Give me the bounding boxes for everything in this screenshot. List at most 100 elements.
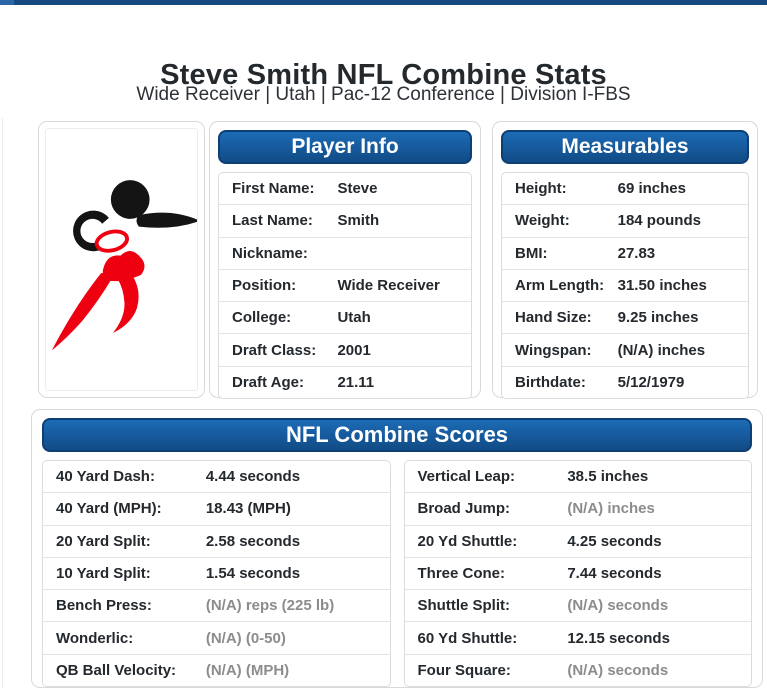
stat-value: Wide Receiver — [337, 277, 440, 295]
stat-value: 5/12/1979 — [617, 373, 685, 391]
stat-value: 21.11 — [337, 373, 375, 391]
stat-row: College: Utah — [219, 302, 471, 335]
stat-row: 20 Yard Split: 2.58 seconds — [43, 526, 390, 558]
stat-value: 7.44 seconds — [567, 565, 662, 583]
measurables-header: Measurables — [501, 130, 749, 164]
stat-label: Draft Age: — [232, 373, 304, 391]
stat-label: Wonderlic: — [56, 629, 134, 647]
stat-value: Steve — [337, 180, 378, 198]
stat-value: (N/A) (0-50) — [205, 629, 286, 647]
stat-row: Broad Jump: (N/A) inches — [404, 493, 751, 526]
stat-label: Position: — [232, 277, 297, 295]
stat-row: Nickname: — [219, 238, 471, 270]
stat-row: Four Square: (N/A) seconds — [405, 655, 752, 686]
stat-value: (N/A) inches — [617, 341, 706, 359]
stat-row: Wingspan: (N/A) inches — [502, 334, 748, 367]
stat-label: Birthdate: — [515, 373, 586, 391]
page-left-border — [2, 118, 3, 689]
stat-label: BMI: — [515, 244, 548, 262]
stat-row: 60 Yd Shuttle: 12.15 seconds — [404, 622, 751, 655]
stat-value: 31.50 inches — [617, 277, 707, 295]
stat-label: Last Name: — [232, 212, 313, 230]
top-accent-bar-highlight — [0, 0, 14, 5]
stat-value: Smith — [337, 212, 380, 230]
stat-value: (N/A) seconds — [567, 597, 669, 615]
stat-row: Last Name: Smith — [219, 205, 471, 238]
stat-label: 20 Yard Split: — [56, 532, 151, 550]
football-player-icon — [51, 180, 197, 351]
stat-value: (N/A) (MPH) — [205, 661, 290, 679]
stat-row: 40 Yard (MPH): 18.43 (MPH) — [43, 493, 390, 526]
stat-label: Wingspan: — [515, 341, 592, 359]
stat-value: 2.58 seconds — [205, 532, 301, 550]
stat-row: Draft Age: 21.11 — [219, 367, 471, 398]
stat-row: BMI: 27.83 — [502, 238, 748, 270]
stat-value: 4.25 seconds — [567, 532, 662, 550]
page-subtitle: Wide Receiver | Utah | Pac-12 Conference… — [136, 84, 631, 105]
stat-label: Broad Jump: — [417, 500, 511, 518]
stat-row: Height: 69 inches — [502, 173, 748, 206]
stat-row: QB Ball Velocity: (N/A) (MPH) — [43, 655, 390, 686]
stat-row: Vertical Leap: 38.5 inches — [404, 461, 751, 494]
stat-label: Four Square: — [417, 661, 511, 679]
stat-row: 20 Yd Shuttle: 4.25 seconds — [404, 526, 751, 558]
stat-label: Height: — [515, 180, 567, 198]
stat-label: First Name: — [232, 180, 315, 198]
stat-row: First Name: Steve — [219, 173, 471, 206]
player-image-frame — [45, 128, 198, 391]
combine-left-table: 40 Yard Dash: 4.44 seconds 40 Yard (MPH): 1… — [42, 460, 391, 688]
stat-row: 40 Yard Dash: 4.44 seconds — [43, 461, 390, 494]
stat-row: Birthdate: 5/12/1979 — [502, 367, 748, 398]
stat-label: 40 Yard (MPH): — [56, 500, 162, 518]
stat-label: Weight: — [515, 212, 570, 230]
stat-label: Arm Length: — [515, 277, 605, 295]
stat-label: QB Ball Velocity: — [56, 661, 177, 679]
stat-value: Utah — [337, 309, 371, 327]
stat-value: (N/A) inches — [567, 500, 655, 518]
stat-label: 60 Yd Shuttle: — [417, 629, 518, 647]
stat-row: Arm Length: 31.50 inches — [502, 270, 748, 303]
combine-columns: 40 Yard Dash: 4.44 seconds 40 Yard (MPH): 1… — [42, 460, 752, 688]
stat-value: 1.54 seconds — [205, 565, 301, 583]
top-accent-bar — [0, 0, 767, 5]
stat-label: College: — [232, 309, 292, 327]
stat-value: 18.43 (MPH) — [205, 500, 291, 518]
stat-row: Bench Press: (N/A) reps (225 lb) — [43, 590, 390, 623]
stat-label: Shuttle Split: — [417, 597, 511, 615]
stat-value: 69 inches — [617, 180, 686, 198]
combine-right-table: Vertical Leap: 38.5 inches Broad Jump: (N/A… — [403, 460, 752, 688]
measurables-table: Height: 69 inches Weight: 184 pounds BMI: 27.… — [501, 172, 749, 400]
stat-value: 12.15 seconds — [567, 629, 670, 647]
stat-value: 4.44 seconds — [205, 468, 301, 486]
stat-label: Draft Class: — [232, 341, 317, 359]
stat-label: 40 Yard Dash: — [56, 468, 155, 486]
stat-label: 20 Yd Shuttle: — [417, 532, 518, 550]
stat-label: 10 Yard Split: — [56, 565, 151, 583]
player-info-header: Player Info — [218, 130, 472, 164]
stat-row: Wonderlic: (N/A) (0-50) — [43, 622, 390, 655]
stat-row: Shuttle Split: (N/A) seconds — [404, 590, 751, 623]
stat-value: 9.25 inches — [617, 309, 699, 327]
stat-value: 184 pounds — [617, 212, 701, 230]
stat-row: Three Cone: 7.44 seconds — [404, 558, 751, 591]
stat-value: (N/A) seconds — [567, 661, 669, 679]
stat-label: Hand Size: — [515, 309, 592, 327]
measurables-card: Measurables Height: 69 inches Weight: 184 p… — [492, 121, 758, 400]
stat-row: 10 Yard Split: 1.54 seconds — [43, 558, 390, 591]
stat-value: 27.83 — [617, 244, 656, 262]
stat-label: Three Cone: — [417, 565, 506, 583]
player-info-table: First Name: Steve Last Name: Smith Nickname:… — [218, 172, 472, 400]
player-image-card — [38, 121, 205, 398]
stat-row: Draft Class: 2001 — [219, 334, 471, 367]
stat-row: Hand Size: 9.25 inches — [502, 302, 748, 335]
stat-label: Bench Press: — [56, 597, 152, 615]
stat-row: Weight: 184 pounds — [502, 205, 748, 238]
stat-row: Position: Wide Receiver — [219, 270, 471, 303]
page-title: Steve Smith NFL Combine Stats — [160, 59, 607, 92]
stat-label: Vertical Leap: — [417, 468, 516, 486]
combine-scores-header: NFL Combine Scores — [42, 418, 752, 452]
combine-scores-card: NFL Combine Scores 40 Yard Dash: 4.44 sec… — [31, 409, 763, 688]
stat-value: (N/A) reps (225 lb) — [205, 597, 335, 615]
stat-label: Nickname: — [232, 244, 308, 262]
stat-value: 2001 — [337, 341, 371, 359]
